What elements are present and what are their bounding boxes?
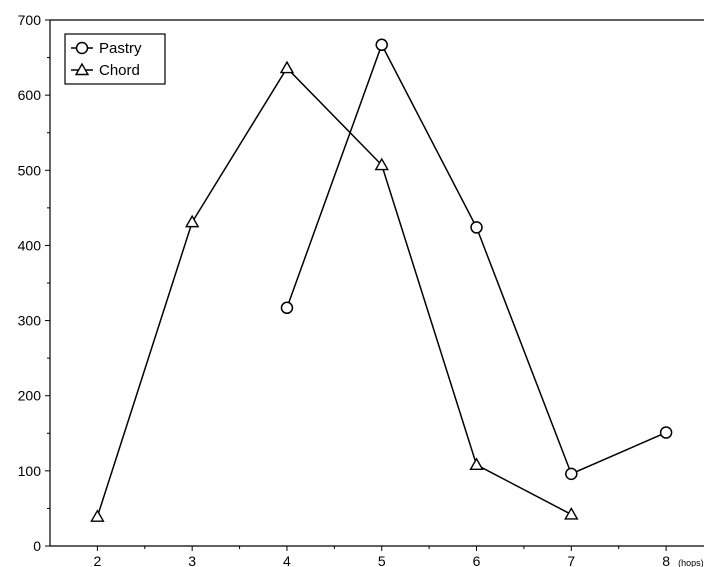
x-tick-label: 4 xyxy=(283,553,291,567)
x-tick-label: 5 xyxy=(378,553,386,567)
data-point-pastry xyxy=(470,221,483,234)
data-point-chord xyxy=(90,509,105,522)
legend-marker-chord xyxy=(74,62,90,76)
y-tick-label: 200 xyxy=(18,388,42,404)
legend-label-chord: Chord xyxy=(99,62,140,79)
series-line-pastry xyxy=(286,42,667,475)
data-point-chord xyxy=(374,157,389,171)
legend-marker-pastry xyxy=(75,41,89,55)
x-tick-label: 8 xyxy=(662,553,670,567)
data-point-chord xyxy=(469,457,484,471)
y-tick-label: 300 xyxy=(18,313,42,329)
data-point-pastry xyxy=(280,301,294,315)
data-point-pastry xyxy=(565,467,578,481)
y-tick-label: 600 xyxy=(18,87,42,103)
x-unit-label: (hops) xyxy=(678,558,704,567)
axes: 0 100 200 300 400 500 600 700 2 3 4 5 6 7 8 (hops) xyxy=(18,12,704,567)
legend-label-pastry: Pastry xyxy=(99,40,142,57)
series-line-chord xyxy=(96,66,572,517)
data-point-chord xyxy=(564,507,579,520)
data-point-pastry xyxy=(659,426,673,439)
data-point-chord xyxy=(279,60,295,74)
x-tick-label: 2 xyxy=(93,553,101,567)
y-tick-label: 700 xyxy=(18,12,42,28)
y-tick-label: 500 xyxy=(18,162,42,178)
y-tick-label: 400 xyxy=(18,237,42,253)
y-tick-label: 0 xyxy=(33,538,41,554)
x-tick-label: 3 xyxy=(188,553,196,567)
series-chord xyxy=(90,60,579,522)
legend: Pastry Chord xyxy=(64,33,166,85)
x-tick-label: 6 xyxy=(473,553,481,567)
data-point-pastry xyxy=(375,38,388,52)
y-tick-label: 100 xyxy=(18,463,42,479)
series-layer xyxy=(90,38,673,522)
x-tick-label: 7 xyxy=(567,553,575,567)
data-point-chord xyxy=(184,214,200,228)
series-pastry xyxy=(280,38,673,481)
